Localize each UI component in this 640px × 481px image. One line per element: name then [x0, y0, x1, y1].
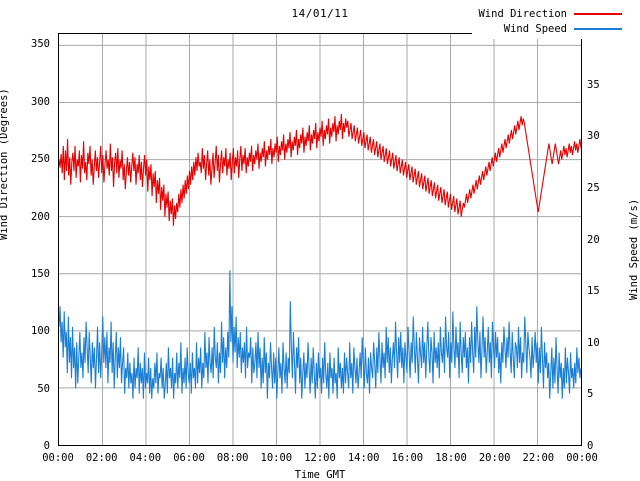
- y-tick-right-35: 35: [587, 78, 600, 91]
- y-tick-right-30: 30: [587, 130, 600, 143]
- legend-swatch-wind-speed: [574, 27, 622, 30]
- y-tick-left-100: 100: [31, 325, 50, 338]
- x-tick-6: 12:00: [304, 452, 336, 464]
- y-axis-right-label: Wind Speed (m/s): [628, 198, 640, 300]
- legend-swatch-wind-direction: [574, 12, 622, 15]
- x-tick-11: 22:00: [522, 452, 555, 464]
- x-tick-7: 14:00: [347, 452, 380, 464]
- y-tick-right-15: 15: [587, 285, 600, 298]
- y-tick-right-10: 10: [587, 336, 600, 349]
- y-tick-right-0: 0: [587, 440, 594, 452]
- y-tick-left-300: 300: [31, 95, 50, 108]
- x-tick-0: 00:00: [42, 452, 74, 464]
- x-tick-8: 16:00: [391, 452, 424, 464]
- legend-label-wind-direction: Wind Direction: [478, 7, 567, 20]
- data-series: [59, 113, 581, 399]
- x-axis-label: Time GMT: [294, 469, 346, 481]
- chart-legend: Wind Direction Wind Speed: [472, 4, 628, 39]
- legend-item-wind-direction: Wind Direction: [478, 6, 624, 21]
- legend-item-wind-speed: Wind Speed: [478, 21, 624, 36]
- legend-label-wind-speed: Wind Speed: [503, 22, 567, 35]
- y-tick-right-20: 20: [587, 233, 600, 246]
- chart-title: 14/01/11: [291, 7, 349, 20]
- y-tick-left-150: 150: [31, 267, 50, 280]
- y-tick-left-0: 0: [43, 440, 50, 452]
- y-tick-left-350: 350: [31, 38, 50, 51]
- x-tick-5: 10:00: [260, 452, 293, 464]
- x-tick-4: 08:00: [216, 452, 249, 464]
- plot-area: [58, 33, 582, 446]
- y-tick-left-250: 250: [31, 153, 50, 166]
- y-tick-left-200: 200: [31, 210, 50, 223]
- y-tick-right-25: 25: [587, 181, 600, 194]
- x-tick-9: 18:00: [435, 452, 467, 464]
- x-tick-12: 00:00: [566, 452, 598, 464]
- y-tick-right-5: 5: [587, 388, 594, 401]
- x-tick-10: 20:00: [478, 452, 511, 464]
- x-tick-1: 02:00: [85, 452, 118, 464]
- x-tick-2: 04:00: [129, 452, 162, 464]
- y-tick-left-50: 50: [37, 382, 50, 395]
- x-tick-3: 06:00: [173, 452, 205, 464]
